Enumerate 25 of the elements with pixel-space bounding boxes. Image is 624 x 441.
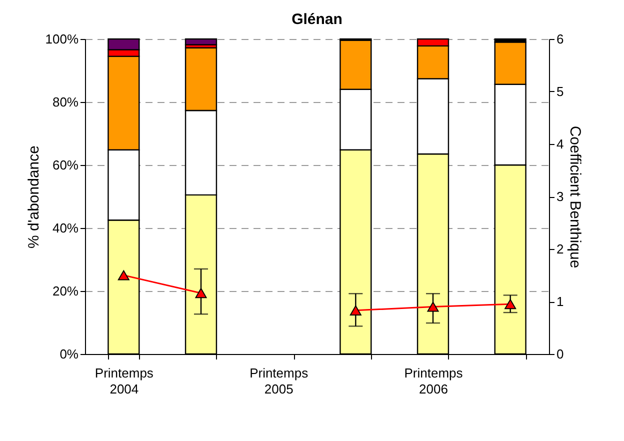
y-tick-label: 40% <box>52 220 79 236</box>
x-tick-label: Printemps 2004 <box>94 366 154 396</box>
y2-tick-label: 1 <box>556 294 564 309</box>
x-tick-label: Printemps 2005 <box>250 366 309 396</box>
y2-tick-label: 2 <box>556 242 564 256</box>
y-tick-label: 0% <box>60 346 79 362</box>
point <box>195 288 207 298</box>
point <box>427 302 439 312</box>
y2-tick-label: 5 <box>556 84 564 99</box>
y2-tick-label: 3 <box>556 189 564 204</box>
point <box>118 270 130 280</box>
y-tick-label: 100% <box>45 32 79 46</box>
y2-axis-title: Coefficient Benthique <box>566 126 584 268</box>
x-tick-label: Printemps 2006 <box>404 366 464 396</box>
y2-tick-label: 6 <box>556 32 564 46</box>
point <box>350 305 362 316</box>
y2-tick-label: 0 <box>556 346 564 362</box>
y-tick-label: 20% <box>52 284 79 298</box>
chart-title: Glénan <box>292 11 342 28</box>
point <box>504 299 516 310</box>
bar <box>184 38 218 46</box>
y-axis-title: % d'abondance <box>25 146 42 248</box>
y-tick-label: 60% <box>52 158 79 172</box>
y2-tick-label: 4 <box>556 136 564 152</box>
y-tick-label: 80% <box>52 94 79 110</box>
